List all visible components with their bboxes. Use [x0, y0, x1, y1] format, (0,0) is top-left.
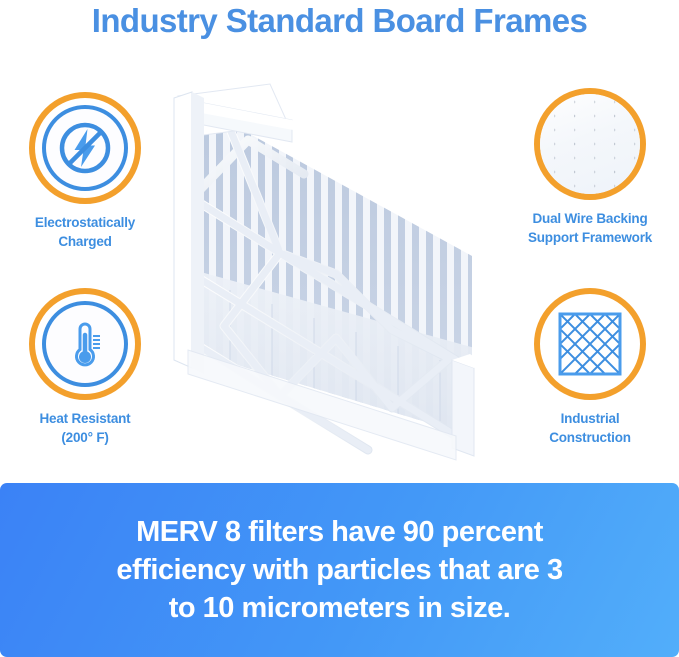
feature-caption-line2: Charged: [58, 233, 112, 249]
feature-caption-line1: Dual Wire Backing: [532, 211, 648, 226]
banner-line-3: to 10 micrometers in size.: [168, 592, 511, 625]
feature-icon-ring: [29, 92, 141, 204]
feature-caption: Heat Resistant (200° F): [0, 410, 170, 447]
feature-caption: Electrostatically Charged: [0, 214, 170, 251]
page-title: Industry Standard Board Frames: [91, 2, 588, 39]
feature-caption-line1: Electrostatically: [34, 215, 136, 230]
feature-icon-ring: [534, 88, 646, 200]
feature-industrial-construction: Industrial Construction: [505, 288, 675, 447]
merv-fact-banner: MERV 8 filters have 90 percent efficienc…: [0, 483, 679, 657]
feature-caption: Industrial Construction: [505, 410, 675, 447]
thermometer-icon: [42, 301, 128, 387]
feature-icon-ring: [534, 288, 646, 400]
banner-line-2: efficiency with particles that are 3: [116, 553, 563, 586]
lattice-square-icon: [558, 312, 622, 376]
product-image: [152, 78, 502, 470]
feature-caption-line1: Industrial: [560, 411, 620, 426]
feature-dual-wire-backing: Dual Wire Backing Support Framework: [505, 88, 675, 247]
feature-caption: Dual Wire Backing Support Framework: [505, 210, 675, 247]
lightning-bolt-no-circle-icon: [42, 105, 128, 191]
wire-mesh-photo-icon: [540, 94, 640, 194]
feature-caption-line2: Support Framework: [527, 229, 653, 245]
feature-caption-line2: (200° F): [61, 429, 109, 445]
banner-line-1: MERV 8 filters have 90 percent: [136, 515, 543, 548]
feature-electrostatically-charged: Electrostatically Charged: [0, 92, 170, 251]
feature-caption-line2: Construction: [549, 429, 631, 445]
feature-icon-ring: [29, 288, 141, 400]
feature-heat-resistant: Heat Resistant (200° F): [0, 288, 170, 447]
feature-caption-line1: Heat Resistant: [39, 411, 131, 426]
